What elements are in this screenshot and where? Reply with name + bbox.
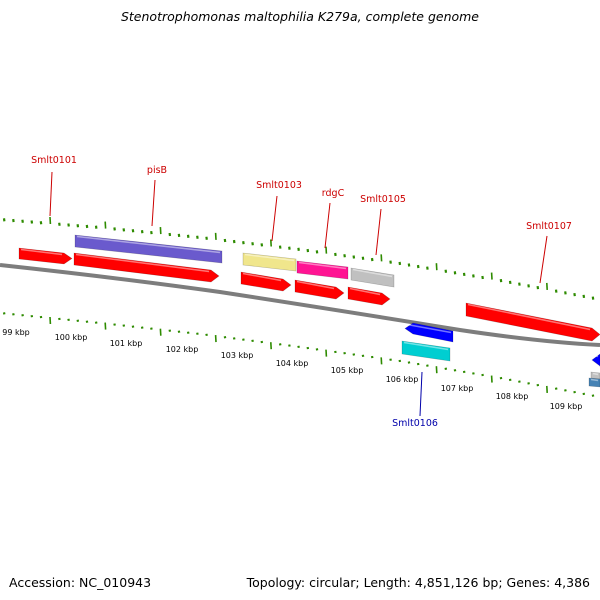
gene-rdgC-arrow-highlight [296, 280, 335, 290]
scale-label: 108 kbp [496, 392, 529, 401]
gene-edge-steel-bar [588, 377, 600, 388]
gene-smlt0106-arrow [404, 322, 454, 343]
gene-label-leader [151, 179, 156, 227]
ticks-layer [2, 216, 595, 397]
scale-label: 103 kbp [221, 351, 254, 360]
scale-label: 102 kbp [166, 345, 199, 354]
gene-rdgC-bar [296, 260, 349, 280]
backbone-layer [0, 263, 600, 347]
genome-stats-text: Topology: circular; Length: 4,851,126 bp… [246, 575, 590, 590]
gene-label: Smlt0101 [31, 155, 77, 166]
gene-label: Smlt0107 [526, 221, 572, 232]
scale-label: 100 kbp [55, 333, 88, 342]
gene-smlt0105-arrow-highlight [349, 287, 381, 296]
scale-label: 105 kbp [331, 366, 364, 375]
gene-smlt0103-bar-highlight [244, 253, 295, 262]
gene-label: Smlt0106 [392, 418, 438, 429]
gene-label: rdgC [322, 188, 345, 199]
labels-layer: Smlt0101 pisB Smlt0103 rdgC Smlt0105 Smlt0107… [2, 155, 582, 429]
gene-label-leader [49, 171, 53, 217]
gene-edge-grey-bar-highlight [592, 372, 599, 376]
gene-smlt0106-bar [401, 340, 451, 362]
gene-edge-steel-bar-highlight [590, 378, 599, 382]
gene-smlt0106-bar-highlight [403, 341, 449, 351]
scale-label: 106 kbp [386, 375, 419, 384]
gene-edge-blue-arrow-highlight [593, 354, 599, 358]
scale-label: 99 kbp [2, 328, 30, 337]
scale-label: 101 kbp [110, 339, 143, 348]
genome-backbone [0, 263, 600, 347]
gene-smlt0103-arrow-highlight [242, 272, 282, 282]
gene-smlt0101-arrow [73, 252, 220, 283]
gene-smlt0106-arrow-highlight [406, 323, 452, 334]
gene-smlt0103-arrow [240, 271, 292, 292]
gene-pisB-bar [74, 234, 223, 264]
genes-layer [18, 234, 600, 388]
gene-label-leader [271, 195, 278, 242]
scale-label: 107 kbp [441, 384, 474, 393]
scale-label: 104 kbp [276, 359, 309, 368]
gene-rdgC-bar-highlight [298, 261, 347, 270]
gene-smlt0101-arrow-highlight [75, 253, 210, 273]
accession-text: Accession: NC_010943 [9, 575, 152, 590]
gene-label-leader [324, 202, 331, 249]
gene-rdgC-arrow [294, 279, 345, 300]
gene-smlt0103-bar [242, 252, 297, 272]
scale-label: 109 kbp [550, 402, 583, 411]
gene-smlt0105-arrow [347, 286, 391, 306]
gene-label-leader [539, 235, 548, 284]
gene-label-leader [419, 371, 423, 417]
gene-label-leader [375, 208, 382, 256]
gene-edge-blue-arrow [591, 353, 600, 367]
gene-smlt0100-arrow [18, 247, 73, 265]
gene-smlt0105-bar-highlight [352, 268, 393, 278]
gene-label: pisB [147, 165, 167, 176]
gene-pisB-bar-highlight [76, 235, 221, 254]
gene-smlt0107-arrow [465, 302, 600, 342]
gene-label: Smlt0105 [360, 194, 406, 205]
gene-edge-grey-bar [590, 371, 600, 380]
gene-smlt0107-arrow-highlight [467, 303, 591, 331]
gene-smlt0100-arrow-highlight [20, 248, 63, 256]
gene-label: Smlt0103 [256, 180, 302, 191]
gene-smlt0105-bar [350, 267, 395, 288]
map-title: Stenotrophomonas maltophilia K279a, comp… [120, 9, 480, 24]
